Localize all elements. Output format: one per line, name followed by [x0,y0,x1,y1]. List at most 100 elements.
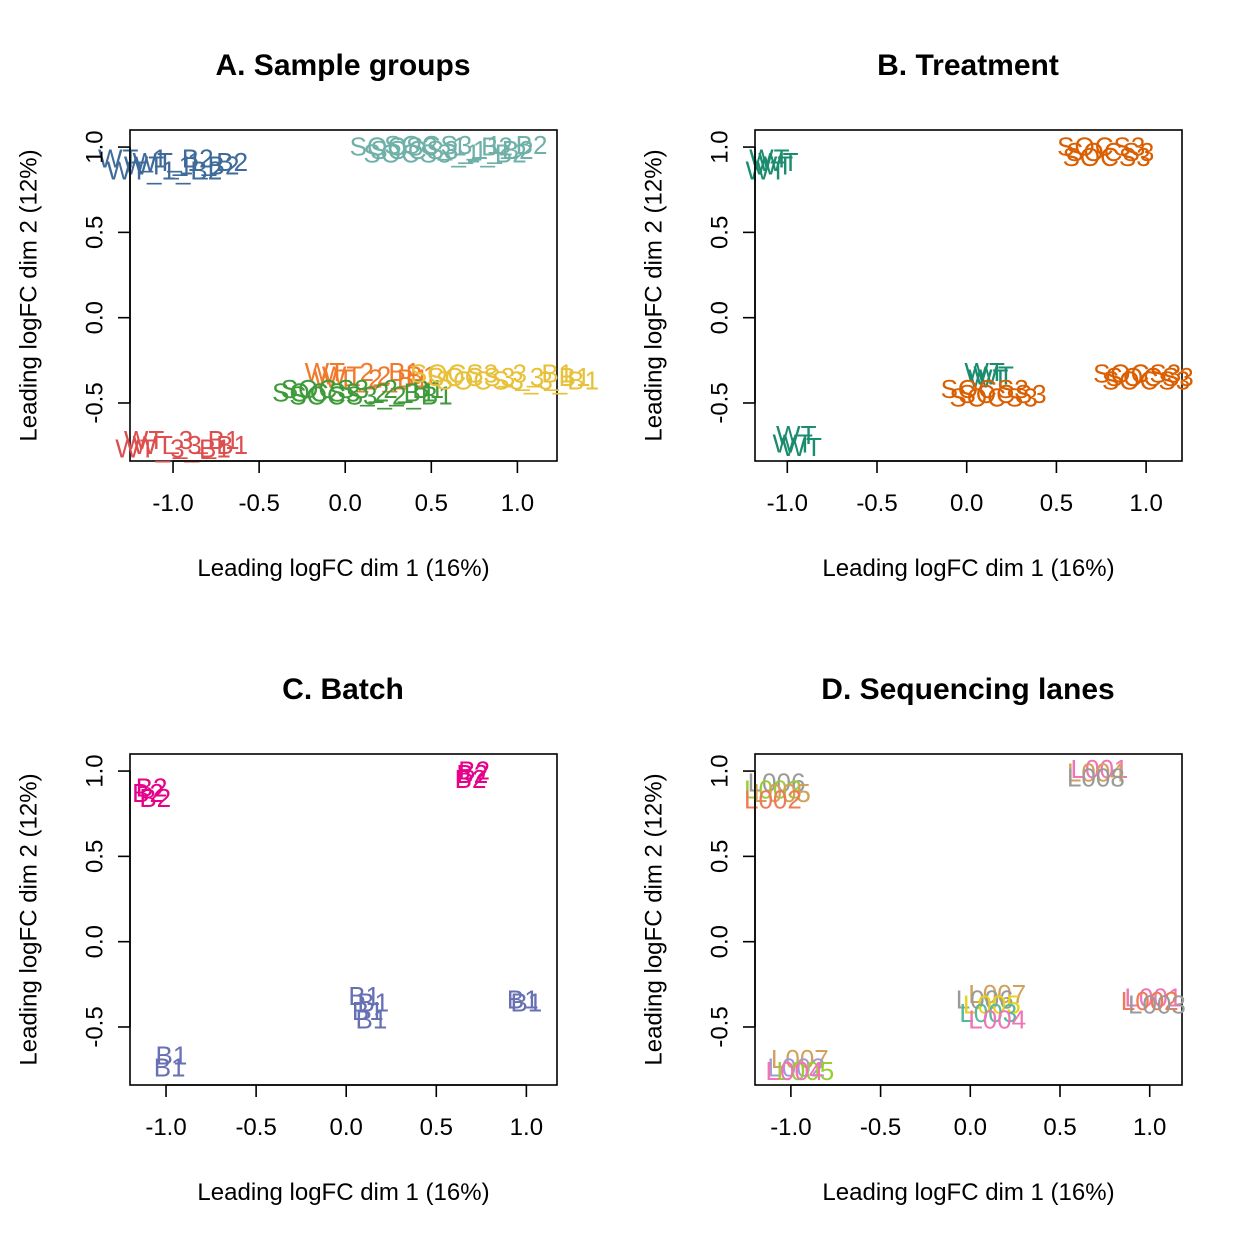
panel-title: C. Batch [282,673,404,706]
x-tick-label: 0.5 [415,490,448,517]
point-label: L007 [771,1044,829,1074]
point-label: SOCS3_2_B1 [272,377,435,407]
point-label: SOCS3 [941,374,1029,404]
point-label: L002 [767,1053,825,1083]
point-label: L003 [1128,989,1186,1019]
x-tick-label: -1.0 [770,1114,811,1141]
x-tick-label: 0.5 [420,1114,453,1141]
point-label: SOCS3_1_B2 [370,135,533,165]
y-tick-label: -0.5 [706,382,733,423]
x-tick-label: -1.0 [145,1114,186,1141]
point-label: B1 [348,981,380,1011]
x-axis-label: Leading logFC dim 1 (16%) [197,555,489,582]
y-axis-label: Leading logFC dim 2 (12%) [15,149,42,441]
data-points: L006L003L005L002L001L004L008L007L006L005… [744,754,1186,1086]
point-label: SOCS3 [1057,132,1145,162]
point-label: L004 [1067,757,1125,787]
point-label: L002 [744,785,802,815]
point-label: B1 [154,1053,186,1083]
point-label: L001 [1124,983,1182,1013]
point-label: SOCS3_2_B1 [281,374,444,404]
y-tick-label: 1.0 [81,754,108,787]
point-label: SOCS3 [1093,359,1181,389]
point-label: SOCS3_2_B1 [289,381,452,411]
x-tick-label: 1.0 [501,490,534,517]
panel-title: A. Sample groups [215,49,470,82]
x-tick-label: 0.0 [950,490,983,517]
x-axis-label: Leading logFC dim 1 (16%) [822,555,1114,582]
point-label: L007 [968,979,1026,1009]
plot-frame [754,753,1183,1086]
point-label: L005 [753,778,811,808]
plot-frame [129,753,558,1086]
point-label: WT [781,432,822,462]
point-label: B1 [510,988,542,1018]
point-label: WT [772,429,813,459]
point-label: B2 [458,756,490,786]
data-points: WT_1_B2WT_1_B2WT_1_B2WT_1_B2SOCS3_1_B2SO… [98,130,599,464]
y-tick-label: 0.0 [706,925,733,958]
point-label: WT [776,420,817,450]
point-label: WT_2_B1 [322,360,438,390]
y-axis-label: Leading logFC dim 2 (12%) [15,773,42,1065]
point-label: SOCS3_1_B2 [350,132,513,162]
y-tick-label: 0.0 [81,301,108,334]
x-tick-label: -1.0 [152,490,193,517]
y-tick-label: 1.0 [81,130,108,163]
x-tick-label: 0.0 [329,490,362,517]
point-label: WT_2_B1 [305,357,421,387]
y-tick-label: -0.5 [81,1006,108,1047]
panel-2: C. BatchB2B2B2B2B2B2B1B1B1B1B1B1B1B1-1.0… [15,673,558,1206]
point-label: WT [749,144,790,174]
y-tick-label: 0.0 [706,301,733,334]
point-label: B1 [507,984,539,1014]
point-label: WT [968,364,1009,394]
point-label: L003 [744,774,802,804]
panel-3: D. Sequencing lanesL006L003L005L002L001L… [640,673,1185,1206]
x-axis-label: Leading logFC dim 1 (16%) [197,1179,489,1206]
panel-title: B. Treatment [877,49,1059,82]
y-axis-label: Leading logFC dim 2 (12%) [640,149,667,441]
x-tick-label: 0.5 [1043,1114,1076,1141]
point-label: WT_1_B2 [124,150,240,180]
point-label: SOCS3_3_B1 [410,359,573,389]
point-label: SOCS3_1_B2 [363,138,526,168]
y-tick-label: 0.5 [706,840,733,873]
point-label: B1 [357,988,389,1018]
point-label: L001 [1071,754,1129,784]
y-tick-label: 1.0 [706,754,733,787]
y-tick-label: 0.5 [81,216,108,249]
x-tick-label: 0.0 [330,1114,363,1141]
x-tick-label: -0.5 [856,490,897,517]
point-label: L004 [766,1056,824,1086]
y-tick-label: 0.5 [706,216,733,249]
x-tick-label: 0.5 [1040,490,1073,517]
point-label: L005 [963,989,1021,1019]
point-label: SOCS3 [1066,137,1154,167]
x-axis-label: Leading logFC dim 1 (16%) [822,1179,1114,1206]
y-axis-label: Leading logFC dim 2 (12%) [640,773,667,1065]
point-label: SOCS3 [1102,365,1190,395]
point-label: WT_3_B1 [124,425,240,455]
x-tick-label: 0.0 [954,1114,987,1141]
point-label: WT_1_B2 [98,144,214,174]
point-label: L008 [1067,762,1125,792]
panel-1: B. TreatmentWTWTWTWTSOCS3SOCS3SOCS3WTWTW… [640,49,1193,582]
point-label: WT [758,147,799,177]
y-tick-label: 0.5 [81,840,108,873]
data-points: WTWTWTWTSOCS3SOCS3SOCS3WTWTWTSOCS3SOCS3S… [746,132,1194,462]
point-label: B2 [455,764,487,794]
point-label: WT_1_B2 [107,156,223,186]
point-label: WT [973,360,1014,390]
point-label: WT_3_B1 [132,430,248,460]
point-label: SOCS3 [950,382,1038,412]
point-label: B2 [132,778,164,808]
point-label: L005 [776,1056,834,1086]
point-label: WT [964,357,1005,387]
point-label: WT [753,150,794,180]
point-label: SOCS3_1_B2 [384,130,547,160]
point-label: L006 [748,768,806,798]
